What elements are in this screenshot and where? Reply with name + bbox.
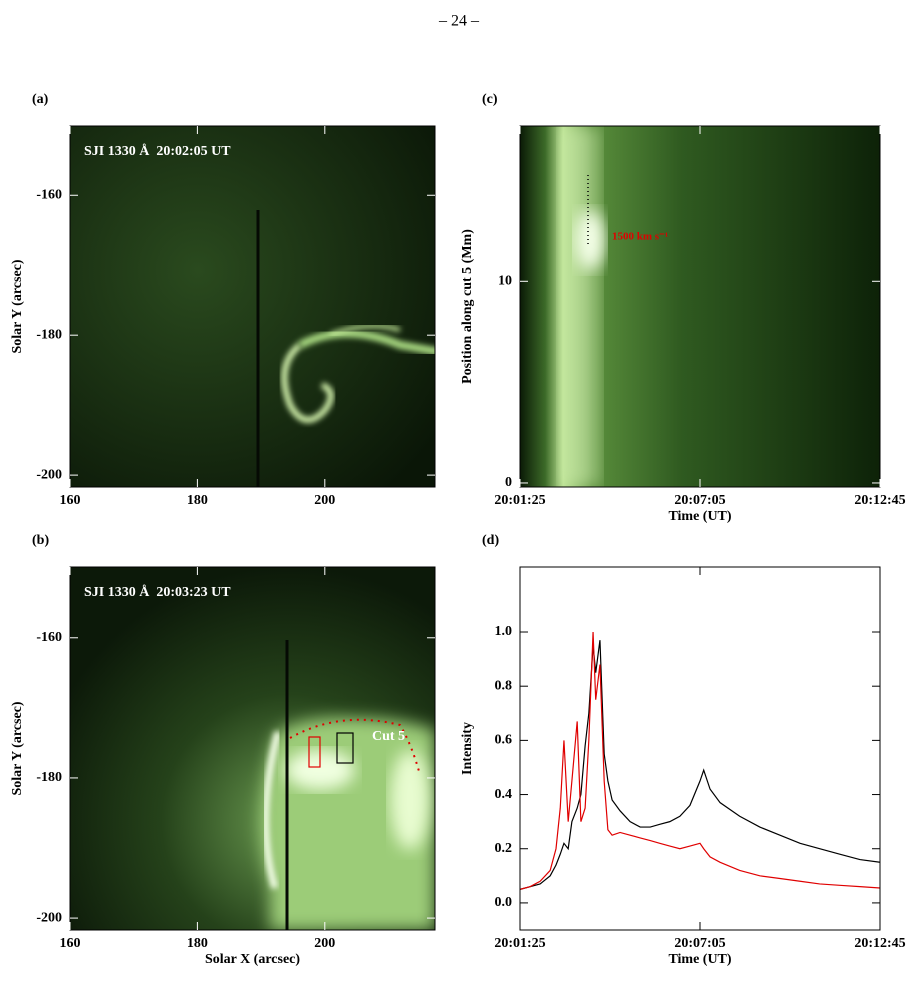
page-number: – 24 –	[438, 13, 480, 30]
frame	[69, 566, 436, 931]
y-axis-label: Intensity	[460, 722, 475, 775]
x-axis-label: Time (UT)	[668, 952, 731, 967]
x-tick-label: 20:12:45	[854, 493, 905, 508]
frame	[519, 566, 881, 931]
x-axis-label: Solar X (arcsec)	[205, 952, 300, 967]
y-tick-label: -160	[36, 630, 62, 645]
y-tick-label: 0.6	[495, 733, 513, 748]
panel-label: (a)	[32, 92, 49, 107]
x-tick-label: 20:12:45	[854, 936, 905, 951]
y-tick-label: -200	[36, 467, 62, 482]
x-tick-label: 20:01:25	[494, 493, 545, 508]
y-tick-label: -160	[36, 187, 62, 202]
x-tick-label: 160	[60, 936, 81, 951]
annotation: 1500 km s⁻¹	[612, 231, 668, 243]
x-tick-label: 20:07:05	[674, 936, 725, 951]
panel-label: (c)	[482, 92, 498, 107]
image-b	[70, 567, 435, 930]
y-axis-label: Solar Y (arcsec)	[10, 259, 25, 353]
image-a	[70, 126, 435, 487]
y-axis-label: Solar Y (arcsec)	[10, 701, 25, 795]
x-tick-label: 160	[60, 493, 81, 508]
y-axis-label: Position along cut 5 (Mm)	[460, 229, 475, 384]
y-tick-label: 0.4	[495, 787, 513, 802]
panel-title: SJI 1330 Å 20:02:05 UT	[84, 143, 231, 159]
x-tick-label: 200	[314, 493, 335, 508]
x-tick-label: 20:07:05	[674, 493, 725, 508]
y-tick-label: 0.8	[495, 678, 513, 693]
panel-label: (d)	[482, 533, 499, 548]
x-axis-label: Time (UT)	[668, 509, 731, 524]
image-c	[520, 126, 880, 487]
y-tick-label: 0.0	[495, 895, 513, 910]
y-tick-label: -180	[36, 770, 62, 785]
x-tick-label: 180	[187, 936, 208, 951]
y-tick-label: -200	[36, 910, 62, 925]
y-tick-label: 1.0	[495, 624, 513, 639]
x-tick-label: 200	[314, 936, 335, 951]
x-tick-label: 20:01:25	[494, 936, 545, 951]
annotation: Cut 5	[372, 729, 405, 744]
y-tick-label: -180	[36, 327, 62, 342]
y-tick-label: 0.2	[495, 841, 513, 856]
y-tick-label: 10	[498, 274, 512, 289]
frame	[69, 125, 436, 488]
intensity-line	[519, 631, 881, 890]
panel-title: SJI 1330 Å 20:03:23 UT	[84, 584, 231, 600]
intensity-line	[519, 640, 881, 890]
panel-label: (b)	[32, 533, 49, 548]
y-tick-label: 0	[505, 475, 512, 490]
x-tick-label: 180	[187, 493, 208, 508]
